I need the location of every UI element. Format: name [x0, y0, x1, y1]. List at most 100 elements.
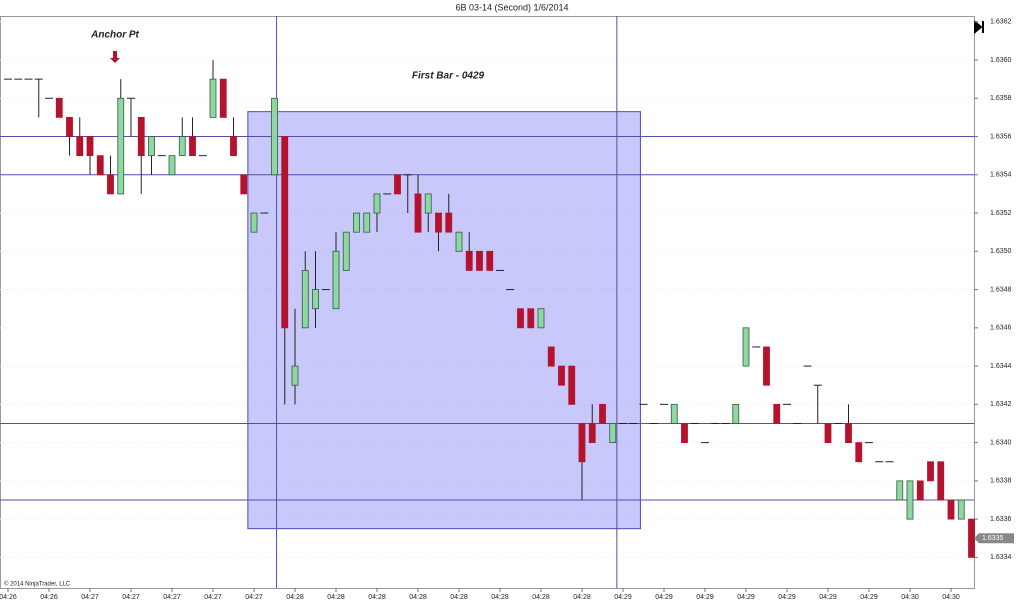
x-tick-label: 04:28 — [286, 594, 304, 601]
candle-body — [250, 212, 258, 233]
candle-body — [670, 403, 678, 424]
candle-body — [178, 136, 186, 157]
x-tick-label: 04:29 — [655, 594, 673, 601]
candle-body — [476, 250, 483, 271]
copyright: © 2014 NinjaTrader, LLC — [4, 581, 71, 588]
x-tick-label: 04:28 — [450, 594, 468, 601]
x-tick-label: 04:27 — [204, 594, 222, 601]
y-tick-label: 1.6348 — [990, 286, 1012, 293]
y-tick-label: 1.6352 — [990, 210, 1012, 217]
candle-body — [578, 423, 586, 463]
x-tick-label: 04:26 — [0, 594, 17, 601]
x-tick-label: 04:28 — [327, 594, 345, 601]
x-tick-label: 04:29 — [819, 594, 837, 601]
candle-body — [568, 365, 576, 405]
candle-body — [414, 193, 422, 233]
play-icon[interactable] — [974, 19, 984, 35]
x-tick-label: 04:28 — [573, 594, 591, 601]
candle-body — [137, 116, 145, 157]
candle-body — [148, 136, 155, 157]
y-tick-label: 1.6356 — [990, 133, 1012, 140]
annotation: Anchor Pt — [90, 30, 139, 41]
candle-body — [435, 212, 442, 233]
candle-body — [465, 250, 473, 271]
candle-body — [773, 403, 781, 424]
last-price-label: 1.6335 — [982, 535, 1004, 542]
x-tick-label: 04:28 — [532, 594, 550, 601]
x-tick-label: 04:30 — [942, 594, 960, 601]
candle-body — [916, 480, 924, 501]
candle-body — [968, 518, 975, 558]
candle-body — [609, 423, 617, 444]
candle-body — [927, 461, 934, 482]
candle-body — [353, 212, 360, 233]
candle-body — [588, 423, 596, 444]
y-tick-label: 1.6336 — [990, 516, 1012, 523]
candle-body — [763, 346, 770, 386]
y-tick-label: 1.6340 — [990, 439, 1012, 446]
candle-body — [230, 136, 237, 157]
candle-body — [681, 423, 688, 444]
candle-body — [342, 231, 350, 271]
candle-body — [732, 403, 740, 424]
candle-body — [117, 97, 125, 195]
candle-body — [957, 499, 965, 520]
candle-body — [547, 346, 555, 367]
candle-body — [332, 250, 340, 310]
annotation: First Bar - 0429 — [412, 71, 485, 82]
y-tick-label: 1.6360 — [990, 57, 1012, 64]
candle-body — [537, 308, 545, 329]
candle-body — [896, 480, 904, 501]
candle-body — [312, 289, 319, 310]
y-tick-label: 1.6346 — [990, 325, 1012, 332]
y-tick-label: 1.6362 — [990, 19, 1012, 26]
candle-body — [107, 174, 114, 195]
x-tick-label: 04:28 — [491, 594, 509, 601]
candle-body — [558, 365, 565, 386]
annotation-arrow — [110, 51, 120, 63]
candle-body — [517, 308, 524, 329]
candle-body — [855, 442, 863, 463]
x-tick-label: 04:29 — [614, 594, 632, 601]
candle-body — [906, 480, 914, 520]
candle-body — [301, 270, 309, 329]
candle-body — [394, 174, 401, 195]
candle-body — [742, 327, 750, 367]
y-tick-label: 1.6342 — [990, 401, 1012, 408]
candle-body — [219, 78, 227, 118]
candle-body — [373, 193, 381, 214]
candle-body — [947, 499, 955, 520]
x-tick-label: 04:26 — [40, 594, 58, 601]
x-tick-label: 04:29 — [778, 594, 796, 601]
chart-title: 6B 03-14 (Second) 1/6/2014 — [455, 2, 568, 12]
candle-body — [189, 136, 196, 157]
candle-body — [240, 174, 248, 195]
candle-body — [271, 97, 278, 176]
candle-body — [96, 155, 104, 176]
y-tick-label: 1.6358 — [990, 95, 1012, 102]
candle-body — [599, 403, 606, 424]
candle-body — [55, 97, 63, 118]
x-tick-label: 04:27 — [163, 594, 181, 601]
highlight-rect — [247, 111, 641, 530]
y-tick-label: 1.6334 — [990, 554, 1012, 561]
candle-body — [486, 250, 494, 271]
candle-body — [445, 212, 453, 233]
candle-body — [937, 461, 945, 501]
x-tick-label: 04:29 — [860, 594, 878, 601]
candle-body — [845, 423, 852, 444]
candle-body — [168, 155, 176, 176]
candle-body — [363, 212, 371, 233]
last-price-tag — [974, 533, 1014, 544]
candle-body — [527, 308, 535, 329]
x-tick-label: 04:27 — [122, 594, 140, 601]
candle-body — [824, 423, 832, 444]
candle-body — [86, 136, 94, 157]
x-tick-label: 04:28 — [368, 594, 386, 601]
y-tick-label: 1.6350 — [990, 248, 1012, 255]
x-tick-label: 04:30 — [901, 594, 919, 601]
x-tick-label: 04:29 — [696, 594, 714, 601]
candle-body — [291, 365, 299, 386]
